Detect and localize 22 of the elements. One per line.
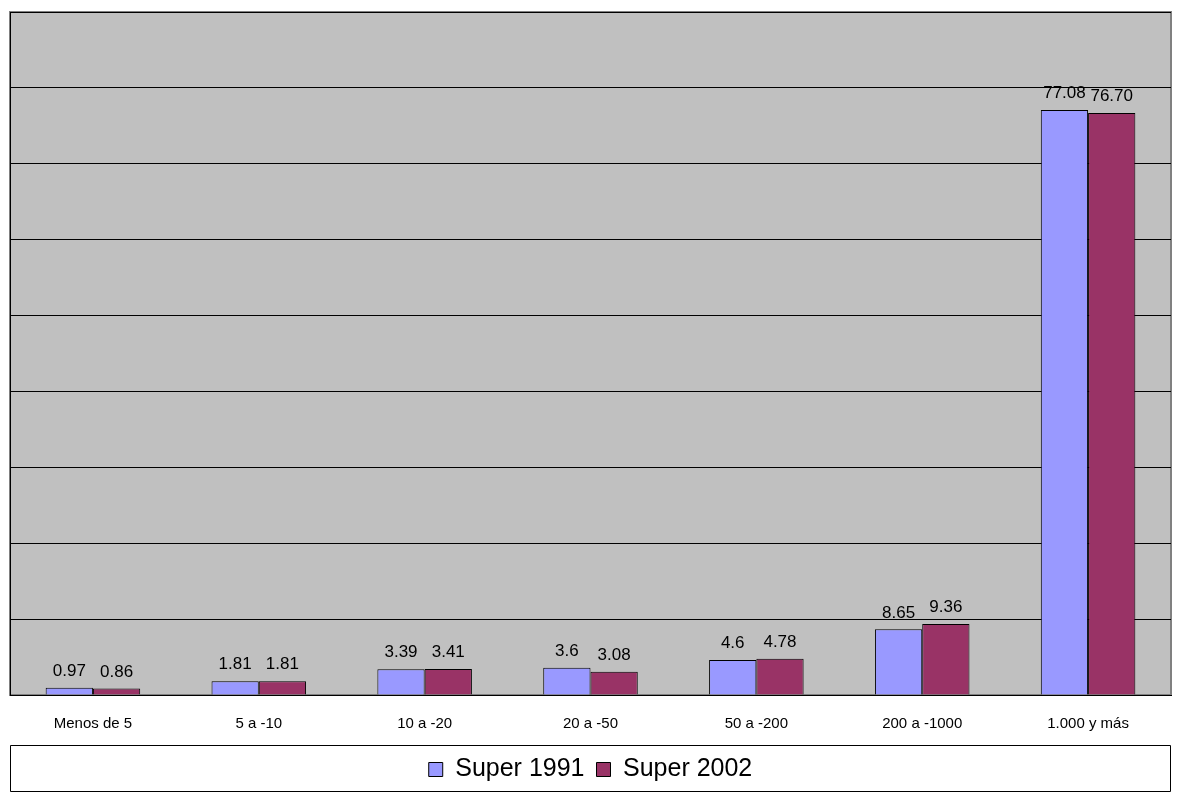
data-label: 1.81 — [265, 654, 299, 674]
data-label: 4.6 — [720, 633, 745, 653]
x-tick-label: 50 a -200 — [724, 714, 789, 732]
data-label: 3.6 — [555, 640, 579, 660]
data-label: 4.78 — [763, 631, 797, 651]
data-label: 8.65 — [882, 602, 916, 622]
x-tick-label: 20 a -50 — [562, 714, 619, 732]
data-label: 76.70 — [1090, 86, 1133, 106]
x-tick-label: 5 a -10 — [235, 714, 283, 732]
data-label: 9.36 — [929, 597, 963, 617]
x-tick-label: 10 a -20 — [397, 714, 453, 732]
data-label: 0.86 — [100, 661, 134, 681]
x-tick-label: Menos de 5 — [53, 714, 133, 732]
legend-label: Super 1991 — [455, 753, 585, 782]
x-tick-label: 200 a -1000 — [882, 714, 963, 732]
data-label: 1.81 — [218, 654, 252, 674]
data-label: 3.39 — [384, 642, 418, 662]
data-label: 3.08 — [597, 644, 631, 664]
data-label: 0.97 — [52, 660, 86, 680]
x-tick-label: 1.000 y más — [1047, 714, 1129, 732]
data-label: 3.41 — [431, 642, 465, 662]
legend-label: Super 2002 — [623, 753, 753, 782]
